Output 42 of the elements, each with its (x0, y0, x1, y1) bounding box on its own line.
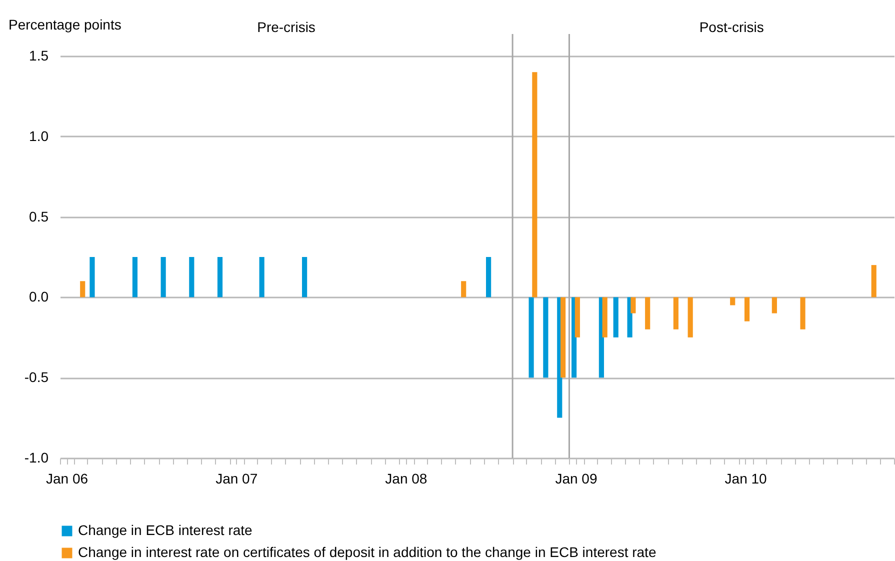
text: Post-crisis (699, 19, 764, 35)
y-tick-label: 1.0 (29, 128, 49, 144)
text: Pre-crisis (257, 19, 316, 35)
x-tick-label: Jan 06 (46, 470, 88, 486)
bar (90, 257, 95, 298)
bar (574, 297, 580, 338)
bar (461, 281, 466, 298)
bar (560, 297, 566, 378)
bar (543, 297, 548, 378)
y-tick-label: 0.0 (29, 288, 49, 305)
y-tick-label: 1.5 (29, 48, 49, 64)
x-tick-label: Jan 10 (724, 470, 768, 486)
bar (528, 297, 534, 378)
bar (744, 297, 750, 322)
bar (189, 257, 194, 298)
y-tick-label: -1.0 (24, 450, 49, 466)
legend-label: Change in interest rate on certificates of deposit in addition to the change in ECB interest rate (78, 544, 656, 560)
bar (532, 72, 538, 298)
bar (688, 297, 693, 338)
bar (645, 297, 650, 330)
bar (217, 257, 223, 298)
bar (302, 257, 308, 298)
bar (630, 297, 636, 314)
bar (673, 297, 678, 330)
bar (132, 257, 138, 298)
bar (486, 257, 492, 298)
bar (160, 257, 166, 298)
bar (602, 297, 608, 338)
bar (730, 297, 736, 306)
y-tick-label: -0.5 (24, 369, 49, 386)
x-tick-label: Jan 07 (216, 470, 258, 486)
bar (259, 257, 264, 298)
bar (871, 265, 876, 298)
y-tick-label: 0.5 (29, 208, 49, 224)
bar (800, 297, 806, 330)
y-axis-title: Percentage points (8, 16, 122, 32)
legend-label: Change in ECB interest rate (78, 522, 253, 538)
bar (613, 297, 618, 338)
bar (80, 281, 86, 298)
bar (772, 297, 777, 314)
x-tick-label: Jan 09 (555, 470, 598, 486)
x-tick-label: Jan 08 (385, 470, 428, 486)
